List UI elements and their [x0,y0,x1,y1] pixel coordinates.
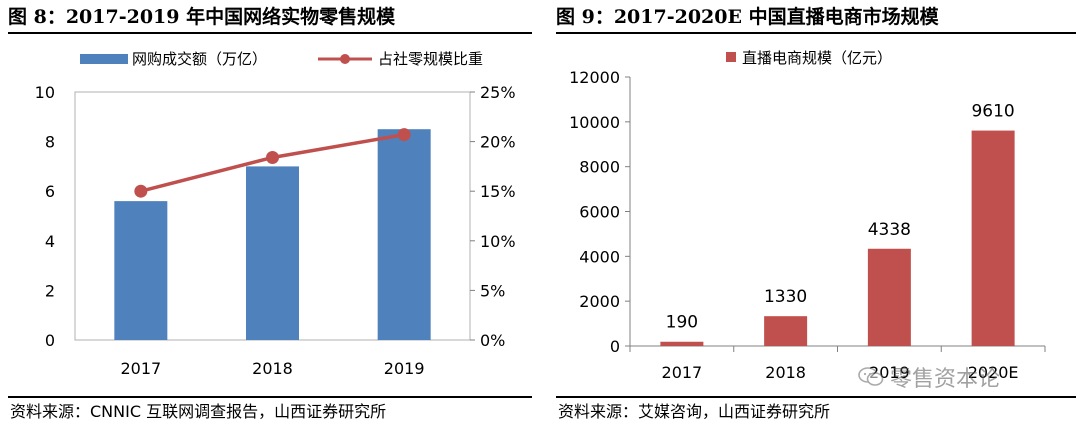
bar [246,166,299,340]
y-left-tick-label: 10 [35,83,55,102]
legend-label: 直播电商规模（亿元） [742,49,892,67]
bar [377,129,431,340]
y-left-tick-label: 6 [45,182,55,201]
y-tick-label: 4000 [579,247,620,266]
bar [114,201,168,340]
y-right-tick-label: 5% [480,281,505,300]
bar [764,316,808,346]
x-tick-label: 2019 [869,363,910,382]
left-chart-panel: 图 8：2017-2019 年中国网络实物零售规模 网购成交额（万亿） 占社零规模… [8,6,532,421]
right-chart-panel: 图 9：2017-2020E 中国直播电商市场规模 直播电商规模（亿元） 0 200… [548,0,1080,430]
right-source-rule [556,396,1076,398]
y-right-tick-label: 15% [480,182,516,201]
legend-label-line: 占社零规模比重 [378,50,483,68]
right-chart-source: 资料来源：艾媒咨询，山西证券研究所 [558,402,831,421]
left-title-rule [8,32,532,34]
y-tick-label: 12000 [569,68,620,87]
y-tick-label: 2000 [579,292,620,311]
retail-chart: 网购成交额（万亿） 占社零规模比重 0 2 4 6 8 10 0% 5% 10% 15% 20% 25% 2… [35,50,516,378]
line-point [134,184,148,198]
bar [971,130,1015,346]
y-right-tick-label: 25% [480,83,516,102]
data-label: 9610 [971,102,1014,122]
x-tick-label: 2017 [662,363,703,382]
y-tick-label: 6000 [579,203,620,222]
y-right-tick-label: 10% [480,232,516,251]
y-right-tick-label: 0% [480,331,505,350]
y-left-tick-label: 4 [45,232,55,251]
data-label: 1330 [764,287,807,307]
x-tick-label: 2018 [252,359,293,378]
y-right-tick-label: 20% [480,133,516,152]
bar [660,341,704,346]
left-chart-title: 图 8：2017-2019 年中国网络实物零售规模 [8,6,396,28]
legend-swatch [726,52,736,62]
y-tick-label: 10000 [569,113,620,132]
y-left-tick-label: 0 [45,331,55,350]
x-tick-label: 2017 [120,359,161,378]
x-tick-label: 2018 [765,363,806,382]
line-point [266,150,279,164]
y-left-tick-label: 8 [45,133,55,152]
x-tick-label: 2019 [384,359,425,378]
bar [867,248,911,346]
line-point [397,128,411,142]
right-chart-title: 图 9：2017-2020E 中国直播电商市场规模 [556,6,939,28]
y-tick-label: 0 [610,337,620,356]
x-tick-label: 2020E [968,363,1019,382]
legend-marker [340,54,350,64]
data-label: 4338 [868,220,911,240]
live-commerce-chart: 直播电商规模（亿元） 0 2000 4000 6000 8000 10000 12000 190… [569,49,1046,382]
data-label: 190 [666,313,698,333]
y-left-tick-label: 2 [45,281,55,300]
left-chart-source: 资料来源：CNNIC 互联网调查报告，山西证券研究所 [10,402,387,421]
legend-swatch-bar [80,54,128,64]
right-title-rule [556,32,1076,34]
y-tick-label: 8000 [579,158,620,177]
left-source-rule [8,396,532,398]
legend-label-bar: 网购成交额（万亿） [132,50,267,68]
